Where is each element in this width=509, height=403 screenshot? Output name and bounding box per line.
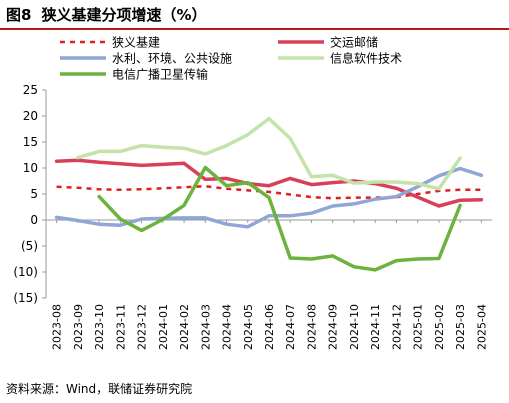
- y-tick-label: 15: [23, 135, 38, 149]
- x-tick-label: 2023-11: [114, 304, 127, 350]
- y-tick-label: 10: [23, 161, 38, 175]
- x-tick-label: 2024-10: [348, 304, 361, 350]
- x-tick-label: 2024-09: [327, 304, 340, 350]
- y-tick-label: (5): [21, 239, 38, 253]
- legend-label: 水利、环境、公共设施: [112, 51, 232, 66]
- x-tick-label: 2023-12: [136, 304, 149, 350]
- title-rule: [0, 28, 509, 30]
- x-tick-label: 2024-02: [178, 304, 191, 350]
- y-tick-label: (15): [13, 291, 38, 305]
- x-tick-label: 2025-04: [475, 304, 488, 350]
- y-tick-label: 0: [30, 213, 38, 227]
- y-tick-label: (10): [13, 265, 38, 279]
- axes: (15) (10) (5) 0 5 10 15 20 25 2023-08 2023-09 2023-…: [13, 83, 492, 350]
- legend-label: 交运邮储: [330, 35, 378, 50]
- x-tick-label: 2023-08: [51, 304, 64, 350]
- legend-label: 信息软件技术: [330, 51, 402, 66]
- x-tick-label: 2024-05: [242, 304, 255, 350]
- figure-number: 图8: [6, 6, 32, 24]
- figure-title-text: 狭义基建分项增速（%）: [41, 6, 207, 24]
- x-tick-label: 2024-11: [369, 304, 382, 350]
- x-tick-label: 2025-03: [454, 304, 467, 350]
- y-tick-label: 5: [30, 187, 38, 201]
- x-tick-label: 2025-02: [433, 304, 446, 350]
- figure-title: 图8 狭义基建分项增速（%）: [6, 4, 216, 25]
- x-tick-label: 2024-06: [263, 304, 276, 350]
- x-tick-label: 2024-04: [221, 304, 234, 350]
- y-tick-label: 20: [23, 109, 38, 123]
- legend-label: 电信广播卫星传输: [112, 67, 208, 82]
- series-line-5: [97, 165, 462, 272]
- x-tick-label: 2024-03: [199, 304, 212, 350]
- x-tick-label: 2024-07: [284, 304, 297, 350]
- x-tick-label: 2025-01: [412, 304, 425, 350]
- x-tick-label: 2024-12: [390, 304, 403, 350]
- y-tick-label: 25: [23, 83, 38, 97]
- legend-item-5: 电信广播卫星传输: [60, 67, 208, 82]
- x-tick-label: 2023-10: [93, 304, 106, 350]
- series-line-4: [76, 116, 462, 191]
- x-tick-label: 2023-09: [72, 304, 85, 350]
- legend-item-2: 交运邮储: [278, 35, 378, 50]
- series-line-2: [54, 158, 484, 208]
- legend-item-4: 信息软件技术: [278, 51, 402, 66]
- legend-item-1: 狭义基建: [60, 36, 160, 50]
- source-note: 资料来源：Wind，联储证券研究院: [6, 382, 193, 396]
- x-tick-label: 2024-01: [157, 304, 170, 350]
- plot-area: [54, 116, 484, 272]
- legend-item-3: 水利、环境、公共设施: [60, 51, 232, 66]
- x-tick-label: 2024-08: [305, 304, 318, 350]
- legend-label: 狭义基建: [112, 36, 160, 50]
